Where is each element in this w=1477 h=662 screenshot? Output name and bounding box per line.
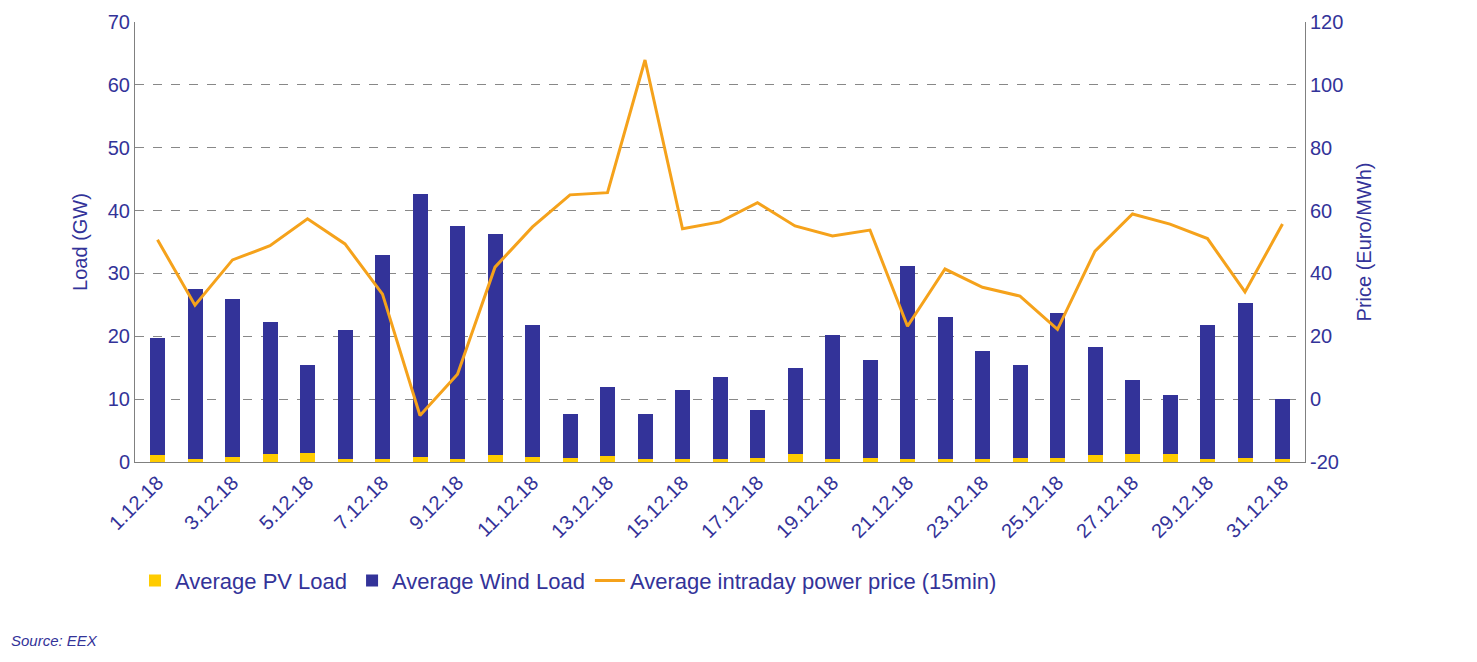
svg-text:25.12.18: 25.12.18 (997, 471, 1068, 542)
svg-text:30: 30 (108, 262, 130, 284)
svg-text:17.12.18: 17.12.18 (697, 471, 768, 542)
svg-text:20: 20 (1310, 325, 1332, 347)
svg-text:80: 80 (1310, 137, 1332, 159)
svg-text:21.12.18: 21.12.18 (847, 471, 918, 542)
svg-text:Average PV Load: Average PV Load (175, 569, 347, 594)
svg-text:50: 50 (108, 137, 130, 159)
svg-text:-20: -20 (1310, 451, 1339, 473)
svg-text:15.12.18: 15.12.18 (622, 471, 693, 542)
svg-text:11.12.18: 11.12.18 (473, 471, 543, 541)
svg-text:120: 120 (1310, 11, 1343, 33)
svg-text:100: 100 (1310, 74, 1343, 96)
svg-text:60: 60 (108, 74, 130, 96)
svg-text:31.12.18: 31.12.18 (1222, 471, 1293, 542)
svg-text:70: 70 (108, 11, 130, 33)
svg-text:40: 40 (108, 200, 130, 222)
svg-text:7.12.18: 7.12.18 (330, 471, 393, 534)
svg-text:0: 0 (1310, 388, 1321, 410)
svg-text:60: 60 (1310, 200, 1332, 222)
svg-text:10: 10 (108, 388, 130, 410)
svg-text:Average intraday power price (: Average intraday power price (15min) (630, 569, 996, 594)
svg-text:Load (GW): Load (GW) (69, 193, 91, 291)
svg-text:23.12.18: 23.12.18 (922, 471, 993, 542)
svg-text:19.12.18: 19.12.18 (772, 471, 843, 542)
svg-text:1.12.18: 1.12.18 (105, 471, 168, 534)
svg-text:9.12.18: 9.12.18 (405, 471, 468, 534)
svg-text:Price (Euro/MWh): Price (Euro/MWh) (1353, 163, 1375, 322)
svg-text:29.12.18: 29.12.18 (1147, 471, 1218, 542)
svg-text:Average Wind Load: Average Wind Load (392, 569, 585, 594)
svg-text:3.12.18: 3.12.18 (180, 471, 243, 534)
svg-text:0: 0 (119, 451, 130, 473)
svg-text:27.12.18: 27.12.18 (1072, 471, 1143, 542)
svg-text:Source: EEX: Source: EEX (11, 632, 98, 649)
svg-text:40: 40 (1310, 262, 1332, 284)
svg-text:20: 20 (108, 325, 130, 347)
svg-text:13.12.18: 13.12.18 (547, 471, 618, 542)
svg-text:5.12.18: 5.12.18 (255, 471, 318, 534)
